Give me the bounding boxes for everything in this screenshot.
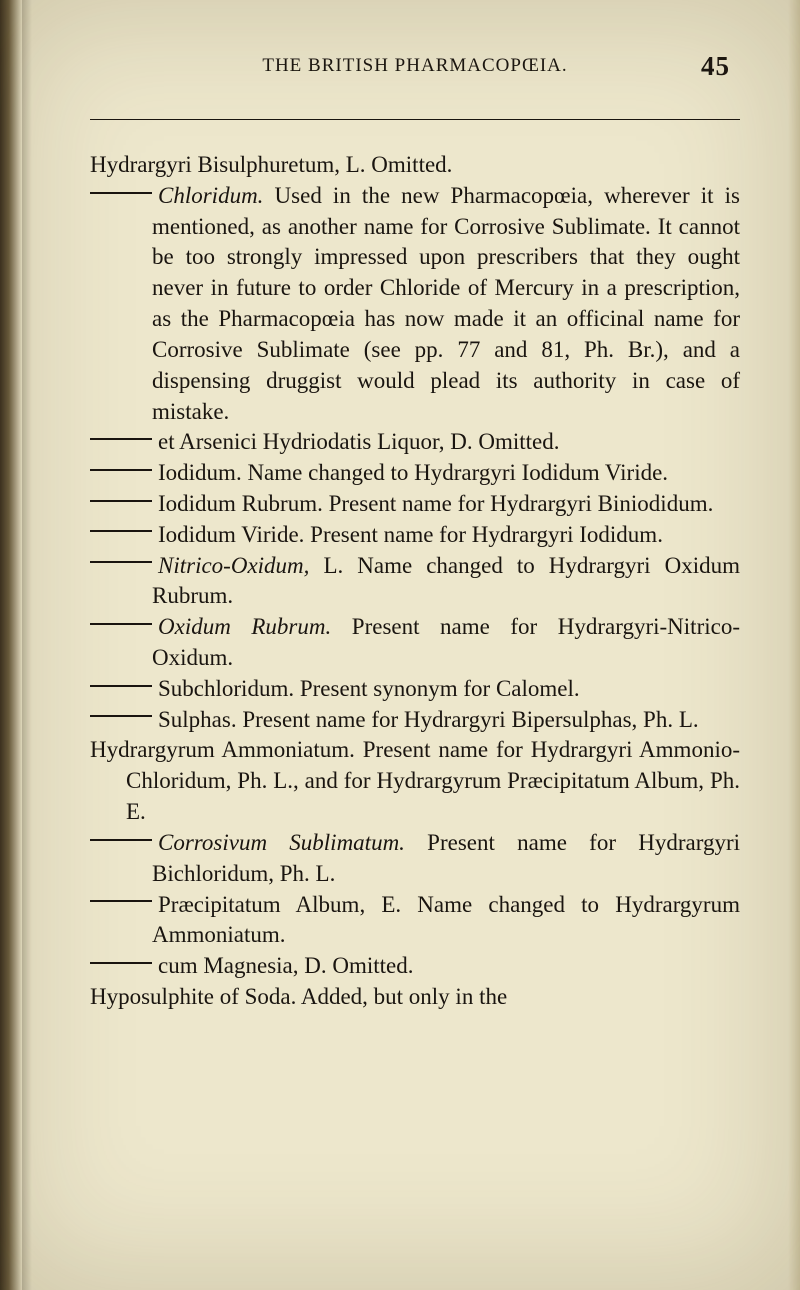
paragraph: Nitrico-Oxidum, L. Name changed to Hydra… xyxy=(90,551,740,613)
body-text: Hydrargyri Bisulphuretum, L. Omitted.Chl… xyxy=(90,150,740,1013)
paragraph: et Arsenici Hydriodatis Liquor, D. Omitt… xyxy=(90,427,740,458)
paragraph: Præcipitatum Album, E. Name changed to H… xyxy=(90,890,740,952)
paragraph: Chloridum. Used in the new Pharmacopœia,… xyxy=(90,181,740,428)
entry-dash xyxy=(90,715,152,717)
paragraph: cum Magnesia, D. Omitted. xyxy=(90,951,740,982)
page-header: THE BRITISH PHARMACOPŒIA. 45 xyxy=(90,55,740,77)
entry-dash xyxy=(90,469,152,471)
entry-dash xyxy=(90,962,152,964)
paragraph: Hydrargyri Bisulphuretum, L. Omitted. xyxy=(90,150,740,181)
entry-dash xyxy=(90,561,152,563)
right-edge-shadow xyxy=(788,0,800,1290)
paragraph: Hydrargyrum Ammoniatum. Present name for… xyxy=(90,735,740,827)
paragraph: Iodidum. Name changed to Hydrargyri Iodi… xyxy=(90,458,740,489)
entry-dash xyxy=(90,900,152,902)
paragraph: Hyposulphite of Soda. Added, but only in… xyxy=(90,982,740,1013)
paragraph: Sulphas. Present name for Hydrargyri Bip… xyxy=(90,705,740,736)
entry-dash xyxy=(90,685,152,687)
page-number: 45 xyxy=(701,51,730,82)
paragraph: Subchloridum. Present synonym for Calome… xyxy=(90,674,740,705)
paragraph: Corrosivum Sublimatum. Present name for … xyxy=(90,828,740,890)
page: THE BRITISH PHARMACOPŒIA. 45 Hydrargyri … xyxy=(0,0,800,1290)
entry-dash xyxy=(90,192,152,194)
header-rule xyxy=(90,119,740,120)
entry-dash xyxy=(90,530,152,532)
entry-dash xyxy=(90,438,152,440)
paragraph: Oxidum Rubrum. Present name for Hydrargy… xyxy=(90,612,740,674)
entry-dash xyxy=(90,500,152,502)
paragraph: Iodidum Rubrum. Present name for Hydrarg… xyxy=(90,489,740,520)
paragraph: Iodidum Viride. Present name for Hydrarg… xyxy=(90,520,740,551)
entry-dash xyxy=(90,623,152,625)
header-title: THE BRITISH PHARMACOPŒIA. xyxy=(262,55,567,77)
entry-dash xyxy=(90,839,152,841)
